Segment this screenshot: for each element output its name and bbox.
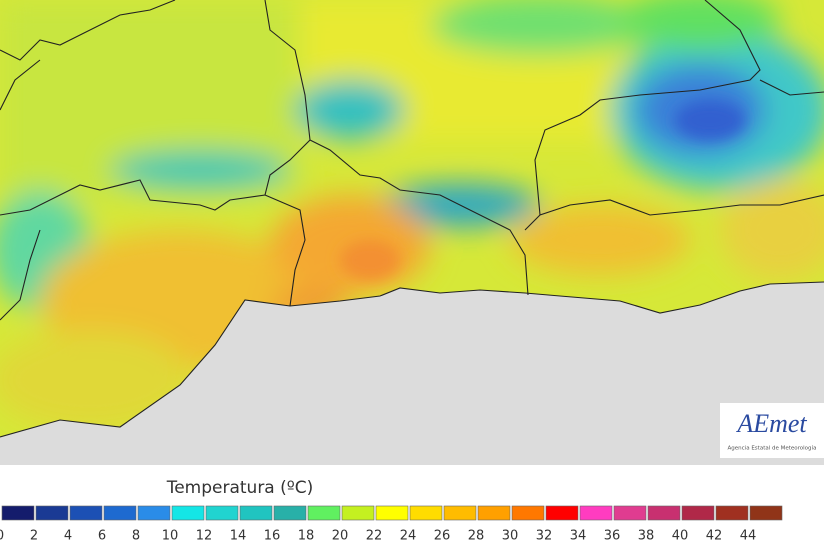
legend-swatch — [647, 505, 681, 521]
legend-tick-label: 6 — [98, 529, 106, 544]
legend-swatch — [69, 505, 103, 521]
legend-tick-label: 22 — [366, 529, 383, 544]
logo-subtitle: Agencia Estatal de Meteorología — [728, 445, 817, 452]
legend-swatch — [715, 505, 749, 521]
legend-swatch — [545, 505, 579, 521]
legend-title: Temperatura (ºC) — [166, 478, 314, 498]
legend-tick-label: 42 — [706, 529, 723, 544]
legend-tick-label: 38 — [638, 529, 655, 544]
legend-swatch — [35, 505, 69, 521]
legend-swatch — [477, 505, 511, 521]
legend-tick-label: 16 — [264, 529, 281, 544]
legend-swatch — [749, 505, 783, 521]
legend-swatch — [443, 505, 477, 521]
legend-tick-label: 10 — [162, 529, 179, 544]
legend-tick-label: 40 — [672, 529, 689, 544]
legend-swatch — [103, 505, 137, 521]
legend-tick-label: 36 — [604, 529, 621, 544]
legend-swatch — [137, 505, 171, 521]
legend-swatch — [681, 505, 715, 521]
legend-tick-label: 44 — [740, 529, 757, 544]
legend-swatch — [171, 505, 205, 521]
legend-swatch — [273, 505, 307, 521]
legend-swatch — [1, 505, 35, 521]
borders — [0, 0, 824, 438]
legend: 0246810121416182022242628303234363840424… — [0, 505, 783, 544]
logo: AEmet Agencia Estatal de Meteorología — [720, 403, 824, 458]
legend-tick-label: 8 — [132, 529, 140, 544]
legend-swatch — [205, 505, 239, 521]
logo-box — [720, 403, 824, 458]
legend-swatch — [239, 505, 273, 521]
logo-name: AEmet — [735, 409, 807, 438]
legend-tick-label: 4 — [64, 529, 72, 544]
sea — [0, 282, 824, 465]
legend-swatch — [375, 505, 409, 521]
legend-tick-label: 24 — [400, 529, 417, 544]
legend-tick-label: 26 — [434, 529, 451, 544]
legend-tick-label: 12 — [196, 529, 213, 544]
legend-tick-label: 18 — [298, 529, 315, 544]
legend-tick-label: 20 — [332, 529, 349, 544]
legend-swatch — [613, 505, 647, 521]
legend-swatch — [579, 505, 613, 521]
legend-tick-label: 32 — [536, 529, 553, 544]
legend-swatch — [409, 505, 443, 521]
legend-tick-label: 28 — [468, 529, 485, 544]
legend-swatch — [307, 505, 341, 521]
legend-swatch — [341, 505, 375, 521]
legend-swatch — [511, 505, 545, 521]
legend-tick-label: 34 — [570, 529, 587, 544]
legend-tick-label: 30 — [502, 529, 519, 544]
legend-tick-label: 2 — [30, 529, 38, 544]
legend-tick-label: 0 — [0, 529, 4, 544]
legend-tick-label: 14 — [230, 529, 247, 544]
